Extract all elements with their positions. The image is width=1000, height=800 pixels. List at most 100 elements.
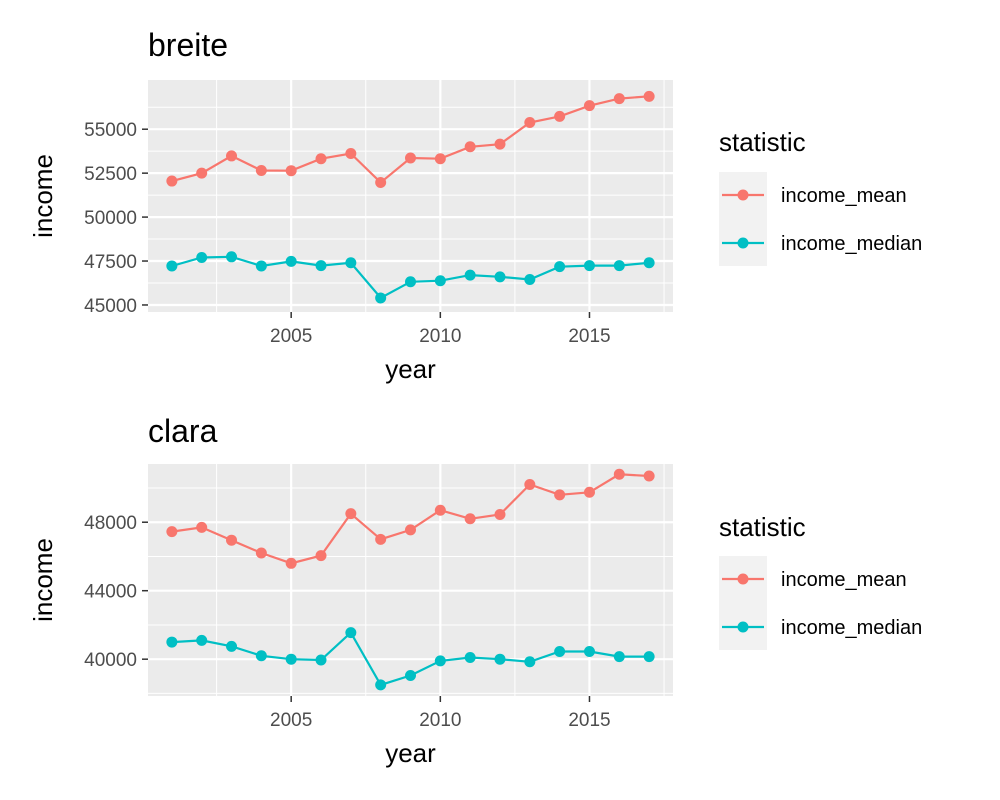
- data-point-income_mean: [434, 504, 446, 516]
- data-point-income_mean: [583, 100, 595, 112]
- data-point-income_mean: [464, 513, 476, 525]
- data-point-income_median: [255, 650, 267, 662]
- x-tick-label: 2005: [270, 710, 312, 731]
- data-point-income_mean: [375, 176, 387, 188]
- data-point-income_mean: [643, 470, 655, 482]
- plot-background: [148, 80, 673, 312]
- legend: statistic income_mean income_median: [719, 512, 922, 650]
- x-axis-title: year: [385, 354, 436, 384]
- data-point-income_median: [405, 276, 416, 288]
- x-tick-label: 2005: [270, 326, 312, 347]
- data-point-income_median: [375, 679, 387, 691]
- data-point-income_mean: [345, 508, 357, 520]
- data-point-income_median: [554, 645, 566, 657]
- x-tick-label: 2015: [568, 326, 610, 347]
- y-axis-title: income: [28, 538, 58, 622]
- data-point-income_median: [315, 654, 327, 666]
- data-point-income_mean: [226, 150, 238, 162]
- data-point-income_median: [524, 656, 536, 668]
- x-tick-label: 2010: [419, 326, 461, 347]
- chart-panel-clara: 2005 2010 2015 40000 44000 48000 clara year inco…: [28, 413, 922, 768]
- legend: statistic income_mean income_median: [719, 127, 922, 266]
- data-point-income_median: [583, 645, 595, 657]
- data-point-income_mean: [405, 524, 416, 536]
- y-tick-label: 48000: [84, 513, 137, 534]
- data-point-income_mean: [643, 90, 655, 102]
- data-point-income_median: [345, 627, 357, 639]
- data-point-income_median: [554, 261, 566, 273]
- data-point-income_median: [464, 651, 476, 663]
- legend-label-income_median: income_median: [781, 233, 922, 255]
- data-point-income_median: [613, 651, 625, 663]
- data-point-income_mean: [494, 138, 506, 150]
- data-point-income_median: [405, 669, 416, 681]
- data-point-income_mean: [613, 93, 625, 105]
- y-tick-label: 40000: [84, 650, 137, 671]
- data-point-income_mean: [494, 509, 506, 521]
- data-point-income_median: [226, 251, 238, 263]
- plot-background: [148, 464, 673, 696]
- legend-key-point-income_median: [737, 237, 749, 249]
- data-point-income_mean: [405, 152, 416, 164]
- y-tick-label: 50000: [84, 208, 137, 229]
- data-point-income_median: [464, 269, 476, 281]
- chart-title: breite: [148, 27, 228, 63]
- data-point-income_mean: [196, 167, 208, 179]
- data-point-income_median: [524, 273, 536, 285]
- data-point-income_median: [494, 271, 506, 283]
- data-point-income_mean: [554, 110, 566, 122]
- data-point-income_median: [375, 292, 387, 304]
- data-point-income_median: [196, 252, 208, 264]
- data-point-income_mean: [375, 533, 387, 545]
- legend-key-background: [719, 556, 767, 650]
- data-point-income_mean: [226, 534, 238, 546]
- data-point-income_median: [613, 260, 625, 272]
- legend-label-income_mean: income_mean: [781, 569, 907, 591]
- data-point-income_mean: [524, 117, 536, 129]
- chart-title: clara: [148, 413, 218, 449]
- data-point-income_median: [315, 260, 327, 272]
- y-tick-label: 55000: [84, 120, 137, 141]
- data-point-income_median: [434, 275, 446, 287]
- data-point-income_mean: [434, 153, 446, 165]
- data-point-income_median: [643, 651, 655, 663]
- data-point-income_mean: [255, 165, 267, 177]
- legend-key-point-income_mean: [737, 189, 749, 201]
- y-tick-label: 47500: [84, 252, 137, 273]
- data-point-income_mean: [315, 153, 327, 165]
- data-point-income_mean: [464, 141, 476, 153]
- data-point-income_mean: [583, 486, 595, 498]
- data-point-income_mean: [315, 550, 327, 562]
- y-tick-label: 44000: [84, 582, 137, 603]
- chart-panel-breite: 2005 2010 2015 45000 47500 50000 52500 55000 bre…: [28, 27, 922, 384]
- legend-label-income_median: income_median: [781, 617, 922, 639]
- legend-key-point-income_mean: [737, 573, 749, 585]
- x-tick-label: 2015: [568, 710, 610, 731]
- data-point-income_median: [494, 653, 506, 665]
- data-point-income_median: [255, 260, 267, 272]
- legend-key-point-income_median: [737, 621, 749, 633]
- data-point-income_median: [345, 257, 357, 269]
- data-point-income_median: [434, 655, 446, 667]
- data-point-income_mean: [345, 147, 357, 159]
- data-point-income_mean: [554, 489, 566, 501]
- data-point-income_mean: [196, 521, 208, 533]
- data-point-income_mean: [166, 175, 178, 187]
- data-point-income_median: [196, 634, 208, 646]
- data-point-income_median: [226, 640, 238, 652]
- y-axis-title: income: [28, 154, 58, 238]
- y-tick-label: 52500: [84, 164, 137, 185]
- data-point-income_median: [166, 636, 178, 648]
- data-point-income_median: [643, 257, 655, 269]
- data-point-income_mean: [285, 557, 297, 569]
- y-tick-label: 45000: [84, 296, 137, 317]
- x-tick-label: 2010: [419, 710, 461, 731]
- data-point-income_median: [166, 260, 178, 272]
- legend-title: statistic: [719, 127, 806, 157]
- data-point-income_mean: [524, 479, 536, 491]
- data-point-income_mean: [166, 526, 178, 538]
- data-point-income_median: [285, 255, 297, 267]
- data-point-income_mean: [613, 468, 625, 480]
- legend-key-background: [719, 172, 767, 266]
